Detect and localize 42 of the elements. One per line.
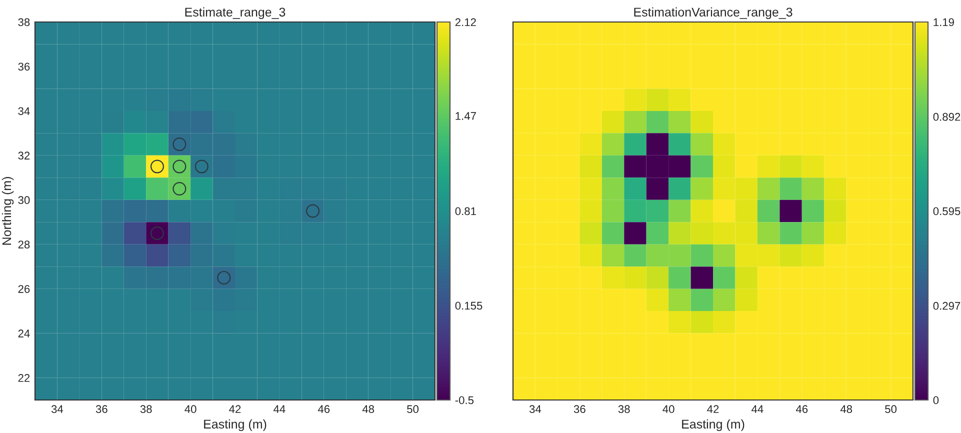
color-bar-label: 0.81 (455, 207, 476, 216)
x-tick-label: 46 (318, 405, 330, 414)
x-tick-label: 34 (529, 405, 542, 414)
x-tick-label: 44 (274, 405, 286, 413)
x-axis-title: Easting (m) (682, 419, 744, 432)
x-tick-label: 40 (184, 405, 196, 414)
x-tick-label: 50 (407, 405, 419, 414)
color-bar-label: 0.892 (933, 112, 960, 121)
y-tick-label: 32 (18, 152, 30, 160)
x-tick-label: 46 (796, 405, 808, 414)
x-tick-label: 36 (574, 405, 586, 414)
y-tick-label: 36 (18, 62, 30, 71)
x-tick-label: 50 (885, 405, 897, 414)
x-tick-label: 48 (840, 405, 852, 414)
chart-title: EstimationVariance_range_3 (634, 7, 792, 20)
y-axis-title: Northing (m) (2, 177, 14, 245)
color-bar-label: -0.5 (455, 396, 474, 404)
x-axis-title: Easting (m) (204, 419, 266, 432)
chart-title: Estimate_range_3 (185, 7, 286, 20)
y-tick-label: 34 (18, 107, 30, 116)
y-tick-label: 38 (18, 18, 30, 26)
x-tick-label: 40 (662, 405, 674, 414)
color-bar-label: 0 (933, 396, 939, 404)
color-bar-label: 1.47 (456, 112, 476, 120)
y-tick-label: 26 (18, 285, 30, 293)
x-tick-label: 36 (96, 405, 108, 414)
y-tick-label: 24 (18, 330, 30, 338)
color-bar-label: 1.19 (934, 18, 954, 26)
x-tick-label: 42 (229, 405, 241, 413)
color-bar-label: 0.297 (933, 302, 960, 310)
y-tick-label: 22 (18, 374, 30, 382)
color-bar-label: 0.155 (455, 302, 482, 310)
x-tick-label: 42 (707, 405, 719, 413)
x-tick-label: 38 (618, 405, 630, 414)
x-tick-label: 44 (752, 405, 764, 413)
x-tick-label: 38 (140, 405, 152, 414)
color-bar-label: 2.12 (455, 18, 476, 26)
x-tick-label: 34 (51, 405, 64, 414)
y-tick-label: 30 (18, 196, 30, 204)
color-bar-label: 0.595 (933, 207, 960, 216)
y-tick-label: 28 (18, 240, 30, 248)
x-tick-label: 48 (362, 405, 374, 414)
